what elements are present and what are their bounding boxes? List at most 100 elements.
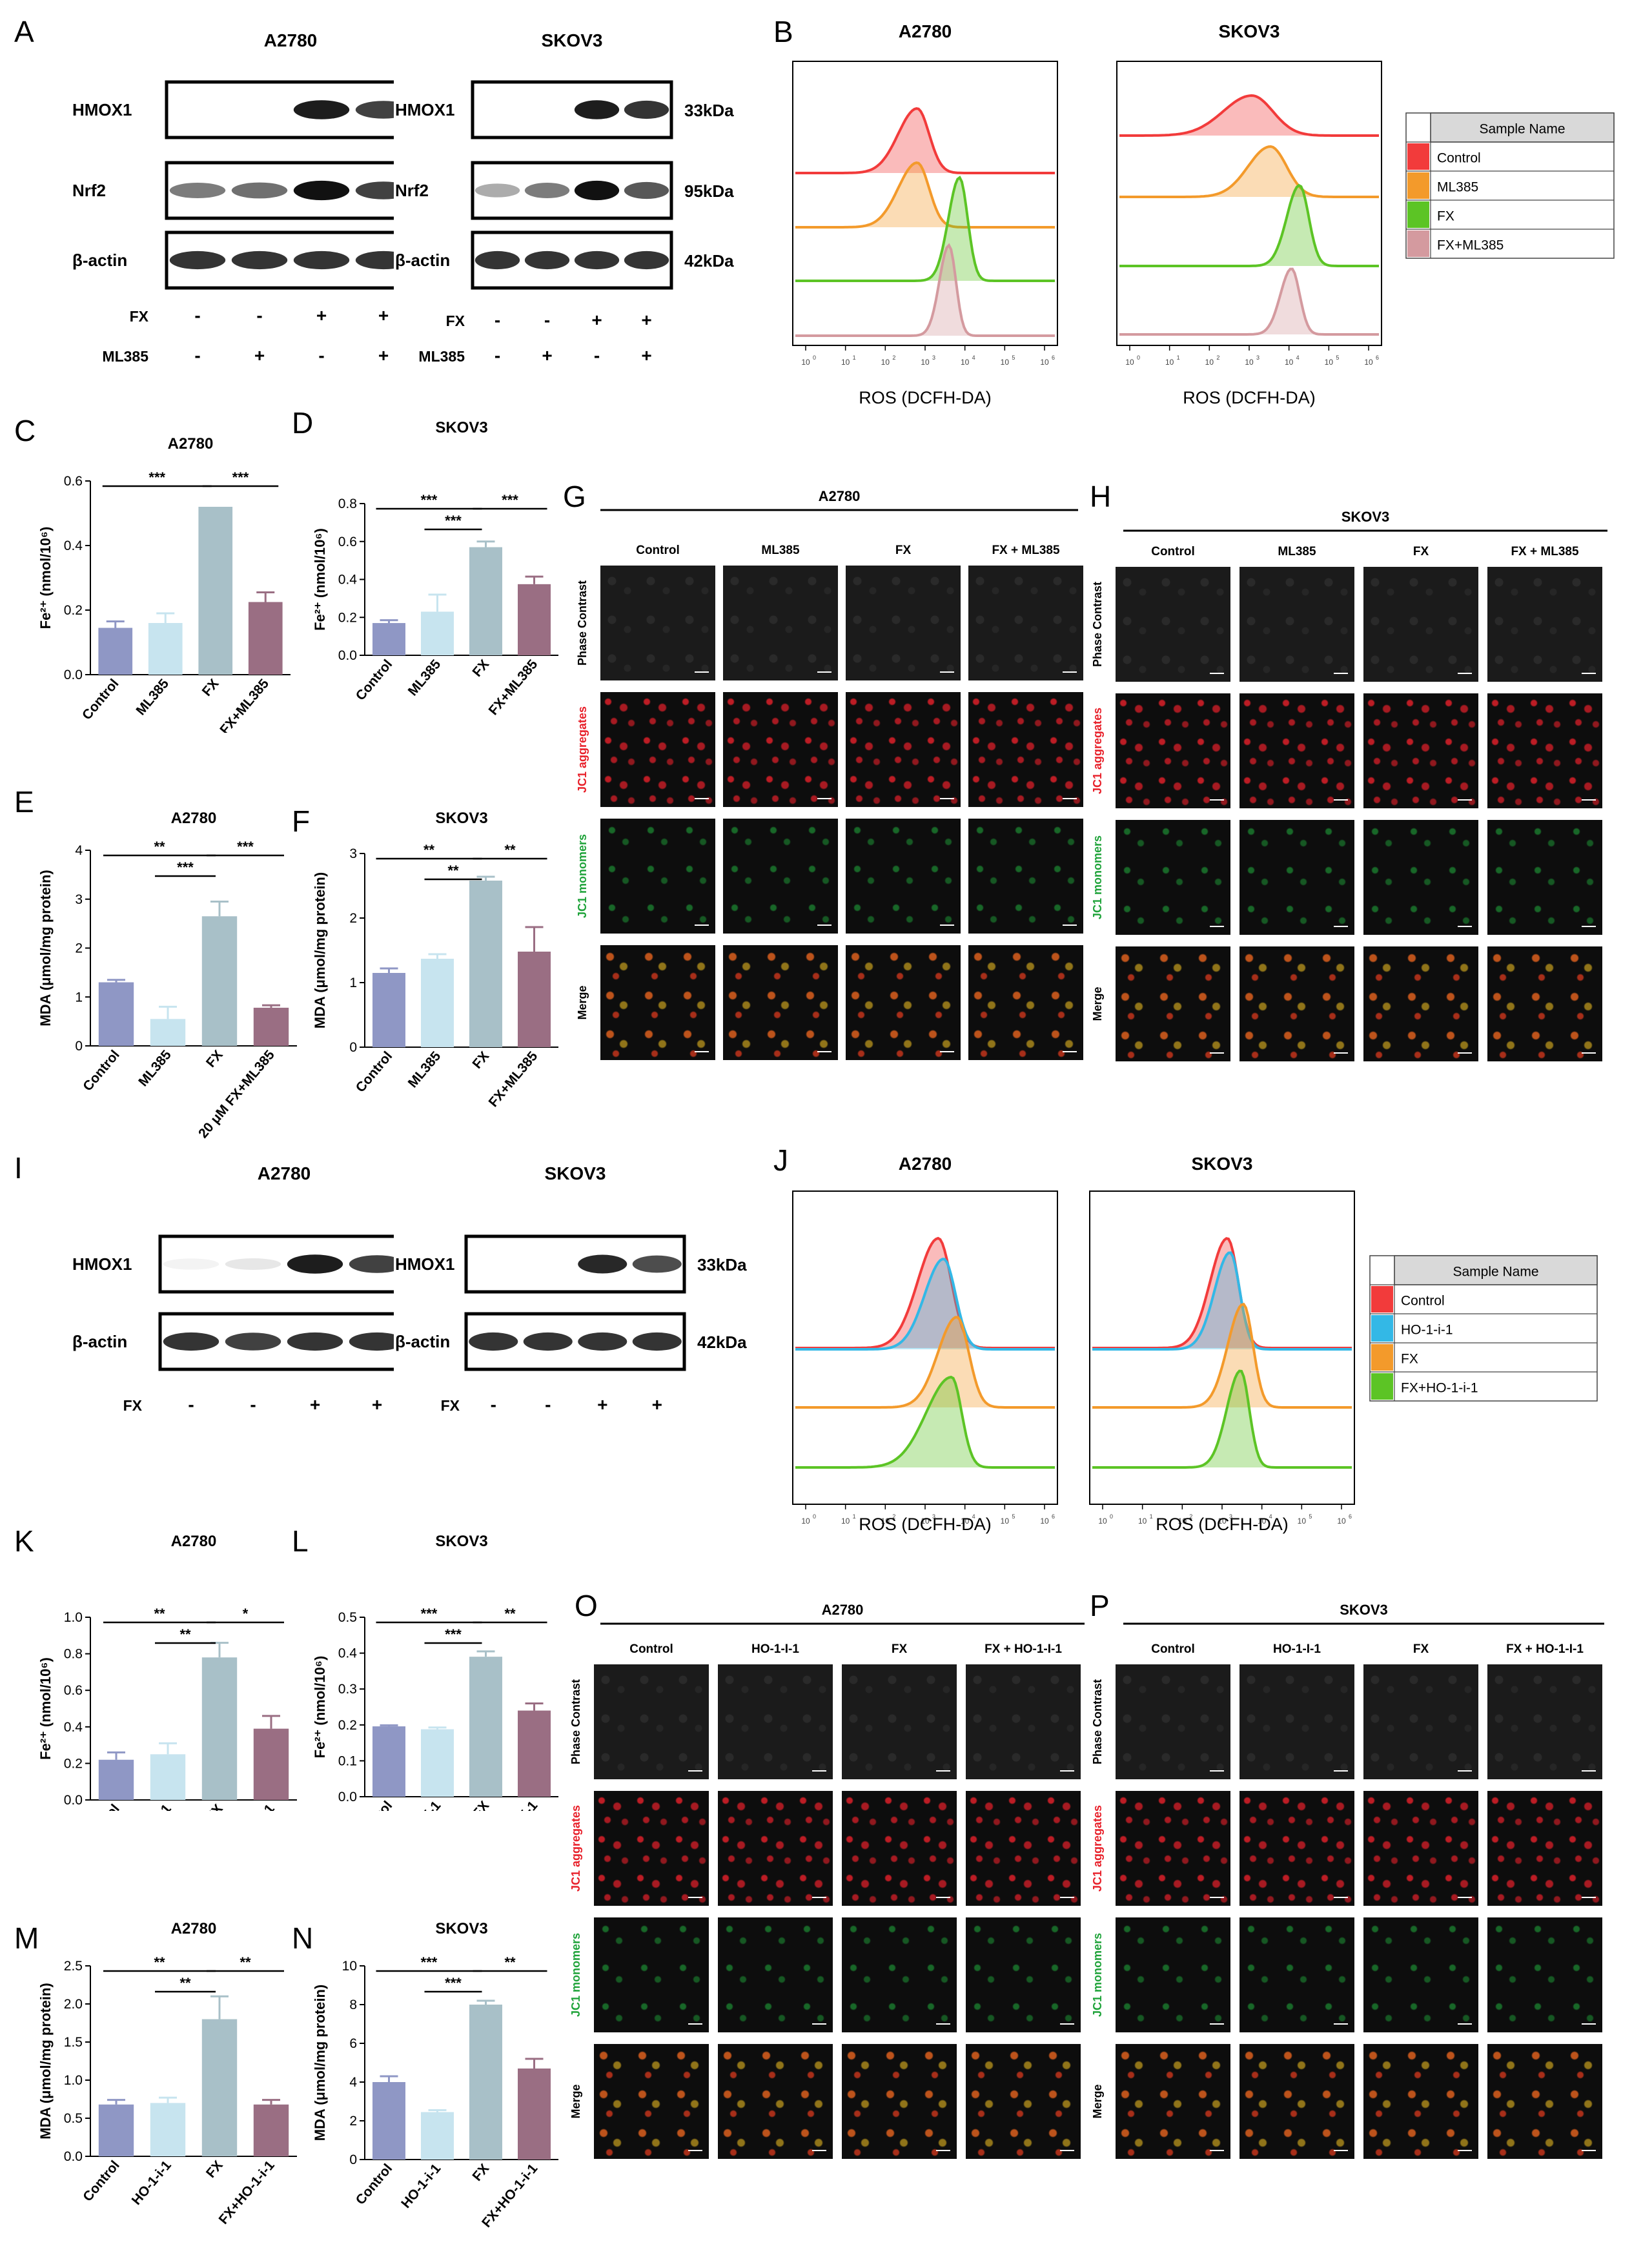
flow-tick-label: 10 xyxy=(1205,358,1214,367)
flow-tick-exp: 6 xyxy=(1052,1513,1055,1520)
scale-bar xyxy=(1458,1897,1472,1898)
protein-label: β-actin xyxy=(72,1332,127,1351)
sig-label-1: ** xyxy=(179,1626,191,1642)
bar-2 xyxy=(469,1657,502,1797)
scale-bar xyxy=(695,1051,709,1052)
band xyxy=(287,1332,343,1351)
category-label-2: FX xyxy=(469,2161,492,2183)
bar-chart-k: A2780 0.0 0.2 0.4 0.6 0.8 1.0 Fe²⁺ (nmol/10⁶) Co… xyxy=(37,1533,297,1811)
sig-label-0: *** xyxy=(421,1606,438,1622)
scale-bar xyxy=(1210,799,1224,801)
blot-title: SKOV3 xyxy=(542,30,603,50)
sig-label-0: ** xyxy=(154,1606,165,1622)
bar-3 xyxy=(248,602,283,675)
flow-tick-exp: 1 xyxy=(853,354,856,361)
legend-entry-1: ML385 xyxy=(1437,180,1478,195)
legend-entry-1: HO-1-i-1 xyxy=(1401,1323,1453,1338)
flow-tick-exp: 3 xyxy=(1256,354,1260,361)
y-tick-label: 2 xyxy=(349,2114,357,2129)
micrograph-tile xyxy=(1116,567,1230,682)
category-label-1: HO-1-i-1 xyxy=(129,2158,174,2208)
micrograph-tile xyxy=(968,819,1083,934)
flow-curve-1 xyxy=(1092,1251,1352,1351)
blot-title: A2780 xyxy=(258,1163,311,1183)
bar-chart-e: A2780 0 1 2 3 4 MDA (μmol/mg protein) Control ML… xyxy=(37,810,297,1139)
y-tick-label: 6 xyxy=(349,2036,357,2051)
y-tick-label: 0.8 xyxy=(64,1647,83,1662)
scale-bar xyxy=(1060,1770,1074,1772)
category-label-1: ML385 xyxy=(133,676,172,718)
microscopy-col-label: ML385 xyxy=(761,544,800,557)
flow-curve-3 xyxy=(795,1375,1055,1469)
bar-0 xyxy=(98,628,133,675)
scale-bar xyxy=(1334,926,1348,927)
flow-tick-exp: 5 xyxy=(1336,354,1339,361)
scale-bar xyxy=(1334,799,1348,801)
scale-bar xyxy=(1210,2150,1224,2151)
microscopy-row-label: Merge xyxy=(576,985,589,1019)
micrograph-tile xyxy=(723,945,838,1060)
category-label-3: FX+ML385 xyxy=(217,676,272,733)
micrograph-tile xyxy=(600,692,715,807)
flow-tick-exp: 2 xyxy=(892,1513,895,1520)
scale-bar xyxy=(688,2023,702,2025)
micrograph-tile xyxy=(1487,693,1602,808)
micrograph-tile xyxy=(1116,1664,1230,1779)
sig-label-1: *** xyxy=(445,1975,462,1991)
category-label-3: FX+ML385 xyxy=(486,1048,541,1110)
flow-curve-1 xyxy=(795,1258,1055,1351)
y-tick-label: 8 xyxy=(349,1997,357,2012)
y-tick-label: 0.2 xyxy=(64,603,83,618)
category-label-1: HO-1-i-1 xyxy=(129,1801,174,1811)
sig-label-2: ** xyxy=(504,842,516,858)
bar-1 xyxy=(150,2103,186,2156)
microscopy-col-label: FX xyxy=(892,1642,908,1656)
micrograph-tile xyxy=(1487,946,1602,1061)
y-tick-label: 0.4 xyxy=(338,573,358,587)
scale-bar xyxy=(1210,1052,1224,1054)
y-tick-label: 2.5 xyxy=(64,1959,83,1974)
panel-letter-k: K xyxy=(14,1524,34,1558)
micrograph-tile xyxy=(600,819,715,934)
category-label-2: FX xyxy=(203,1047,226,1070)
protein-label: HMOX1 xyxy=(395,1254,454,1274)
flow-xlabel: ROS (DCFH-DA) xyxy=(1183,388,1315,407)
scale-bar xyxy=(1334,1897,1348,1898)
treatment-sign: - xyxy=(544,310,550,330)
protein-label: Nrf2 xyxy=(395,181,429,200)
legend-swatch-2 xyxy=(1371,1344,1393,1371)
y-tick-label: 0.4 xyxy=(64,1720,83,1735)
scale-bar xyxy=(1210,1897,1224,1898)
micrograph-tile xyxy=(594,1791,709,1906)
microscopy-row-label: JC1 aggregates xyxy=(1091,708,1104,794)
panel-letter-i: I xyxy=(14,1151,23,1185)
legend-entry-3: FX+HO-1-i-1 xyxy=(1401,1381,1478,1396)
bar-1 xyxy=(421,959,454,1047)
y-tick-label: 3 xyxy=(75,892,83,907)
y-tick-label: 0 xyxy=(75,1039,83,1054)
band xyxy=(632,1255,682,1273)
y-axis-label: MDA (μmol/mg protein) xyxy=(312,872,328,1028)
flow-tick-label: 10 xyxy=(921,1517,930,1526)
legend-title: Sample Name xyxy=(1453,1265,1538,1280)
scale-bar xyxy=(1060,2023,1074,2025)
flow-curve-3 xyxy=(795,243,1055,337)
micrograph-tile xyxy=(966,1664,1081,1779)
band xyxy=(293,250,350,270)
flow-fill-1 xyxy=(795,163,1055,227)
band xyxy=(355,181,394,199)
panel-letter-j: J xyxy=(773,1143,788,1177)
sig-label-0: ** xyxy=(154,839,165,855)
treatment-label: FX xyxy=(446,312,465,329)
flow-tick-label: 10 xyxy=(1125,358,1134,367)
bar-0 xyxy=(372,623,405,655)
y-tick-label: 0.0 xyxy=(338,648,357,663)
band xyxy=(624,100,669,119)
flow-tick-exp: 0 xyxy=(813,354,816,361)
bar-chart-d: SKOV3 0.0 0.2 0.4 0.6 0.8 Fe²⁺ (nmol/10⁶) Contr… xyxy=(312,419,558,718)
legend-swatch-1 xyxy=(1371,1315,1393,1342)
microscopy-row-label: Merge xyxy=(1091,986,1104,1021)
legend-entry-0: Control xyxy=(1437,151,1481,166)
flow-curve-3 xyxy=(1119,267,1379,336)
